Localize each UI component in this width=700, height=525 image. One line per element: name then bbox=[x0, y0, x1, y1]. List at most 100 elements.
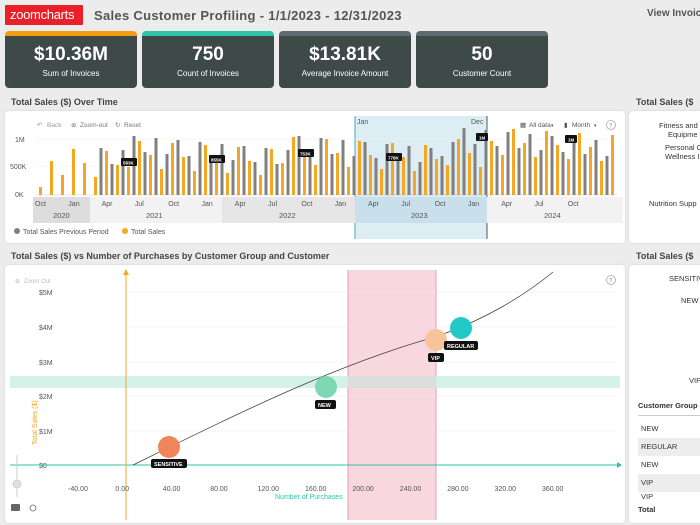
back-button[interactable]: Back bbox=[47, 122, 62, 129]
bar-total-sales[interactable] bbox=[380, 169, 383, 195]
help-icon[interactable] bbox=[606, 120, 616, 130]
bar-previous-period[interactable] bbox=[242, 146, 246, 195]
reset-button[interactable]: Reset bbox=[124, 122, 141, 129]
zoom-slider-handle[interactable] bbox=[12, 479, 22, 489]
bar-previous-period[interactable] bbox=[165, 154, 169, 195]
bar-previous-period[interactable] bbox=[264, 148, 268, 195]
table-row[interactable]: NEW bbox=[638, 420, 700, 438]
bar-previous-period[interactable] bbox=[352, 156, 356, 195]
bar-previous-period[interactable] bbox=[594, 140, 598, 195]
bar-total-sales[interactable] bbox=[523, 143, 526, 195]
lasso-icon[interactable] bbox=[29, 504, 37, 512]
bar-total-sales[interactable] bbox=[347, 167, 350, 195]
bar-total-sales[interactable] bbox=[39, 187, 42, 195]
bar-total-sales[interactable] bbox=[193, 171, 196, 195]
bar-previous-period[interactable] bbox=[418, 162, 422, 195]
bar-previous-period[interactable] bbox=[286, 150, 290, 195]
bar-total-sales[interactable] bbox=[600, 161, 603, 195]
bar-total-sales[interactable] bbox=[468, 153, 471, 195]
bar-previous-period[interactable] bbox=[176, 140, 180, 195]
bar-previous-period[interactable] bbox=[495, 146, 499, 195]
bar-previous-period[interactable] bbox=[297, 136, 301, 195]
bar-total-sales[interactable] bbox=[589, 147, 592, 195]
bar-previous-period[interactable] bbox=[363, 142, 367, 195]
bar-total-sales[interactable] bbox=[303, 151, 306, 195]
bar-total-sales[interactable] bbox=[292, 137, 295, 195]
bar-previous-period[interactable] bbox=[374, 158, 378, 195]
bar-total-sales[interactable] bbox=[50, 161, 53, 195]
bar-total-sales[interactable] bbox=[138, 141, 141, 195]
bar-previous-period[interactable] bbox=[583, 154, 587, 195]
bar-total-sales[interactable] bbox=[336, 153, 339, 195]
zoom-out-button[interactable]: Zoom Out bbox=[24, 279, 51, 285]
bar-previous-period[interactable] bbox=[99, 148, 103, 195]
table-row[interactable]: REGULAR bbox=[638, 438, 700, 456]
bar-total-sales[interactable] bbox=[105, 151, 108, 195]
bar-previous-period[interactable] bbox=[187, 156, 191, 195]
bar-total-sales[interactable] bbox=[369, 155, 372, 195]
table-row[interactable]: VIP bbox=[638, 492, 700, 500]
bar-previous-period[interactable] bbox=[506, 132, 510, 195]
bar-previous-period[interactable] bbox=[143, 152, 147, 195]
bar-total-sales[interactable] bbox=[534, 157, 537, 195]
table-row[interactable]: VIP bbox=[638, 474, 700, 492]
bar-total-sales[interactable] bbox=[413, 171, 416, 195]
bar-total-sales[interactable] bbox=[424, 145, 427, 195]
chevron-down-icon[interactable]: ▾ bbox=[551, 123, 554, 129]
bar-total-sales[interactable] bbox=[204, 145, 207, 195]
zoom-out-button[interactable]: Zoom-out bbox=[80, 122, 108, 129]
bar-total-sales[interactable] bbox=[149, 155, 152, 195]
bar-total-sales[interactable] bbox=[83, 163, 86, 195]
bar-total-sales[interactable] bbox=[545, 131, 548, 195]
bar-total-sales[interactable] bbox=[556, 145, 559, 195]
zoom-out-icon[interactable]: ⊕ bbox=[71, 122, 77, 129]
calendar-icon[interactable]: ▦ bbox=[520, 122, 526, 129]
bar-total-sales[interactable] bbox=[237, 147, 240, 195]
bar-total-sales[interactable] bbox=[325, 139, 328, 195]
bar-total-sales[interactable] bbox=[116, 165, 119, 195]
bar-total-sales[interactable] bbox=[215, 159, 218, 195]
bar-total-sales[interactable] bbox=[182, 157, 185, 195]
bar-previous-period[interactable] bbox=[220, 144, 224, 195]
back-icon[interactable]: ↶ bbox=[37, 122, 43, 129]
bar-total-sales[interactable] bbox=[578, 133, 581, 195]
point-regular[interactable] bbox=[450, 317, 472, 339]
camera-icon[interactable] bbox=[11, 504, 20, 511]
bar-total-sales[interactable] bbox=[314, 165, 317, 195]
table-header[interactable]: Customer Group bbox=[638, 401, 698, 410]
bar-previous-period[interactable] bbox=[572, 138, 576, 195]
bar-previous-period[interactable] bbox=[605, 156, 609, 195]
bar-previous-period[interactable] bbox=[319, 138, 323, 195]
bar-previous-period[interactable] bbox=[308, 152, 312, 195]
bar-total-sales[interactable] bbox=[72, 149, 75, 195]
bar-total-sales[interactable] bbox=[259, 175, 262, 195]
bar-previous-period[interactable] bbox=[110, 164, 114, 195]
bar-total-sales[interactable] bbox=[94, 177, 97, 195]
bar-previous-period[interactable] bbox=[528, 134, 532, 195]
bar-total-sales[interactable] bbox=[457, 139, 460, 195]
bar-previous-period[interactable] bbox=[154, 138, 158, 195]
bar-previous-period[interactable] bbox=[209, 158, 213, 195]
bar-previous-period[interactable] bbox=[550, 136, 554, 195]
bar-previous-period[interactable] bbox=[517, 148, 521, 195]
bar-previous-period[interactable] bbox=[462, 128, 466, 195]
bar-total-sales[interactable] bbox=[61, 175, 64, 195]
scatter-chart[interactable]: ⊕ Zoom Out ? $5M $4M $3M $2M $1M $0 -40.00 0.0… bbox=[5, 265, 625, 523]
zoom-out-icon[interactable]: ⊕ bbox=[15, 279, 20, 285]
bar-previous-period[interactable] bbox=[231, 160, 235, 195]
bar-total-sales[interactable] bbox=[171, 143, 174, 195]
bar-previous-period[interactable] bbox=[539, 150, 543, 195]
bar-previous-period[interactable] bbox=[451, 142, 455, 195]
point-sensitive[interactable] bbox=[158, 436, 180, 458]
bar-total-sales[interactable] bbox=[446, 165, 449, 195]
bar-total-sales[interactable] bbox=[435, 159, 438, 195]
bar-previous-period[interactable] bbox=[396, 160, 400, 195]
all-data-dropdown[interactable]: All data bbox=[529, 122, 551, 129]
bar-previous-period[interactable] bbox=[473, 144, 477, 195]
bar-total-sales[interactable] bbox=[490, 141, 493, 195]
bar-total-sales[interactable] bbox=[160, 169, 163, 195]
view-invoice-link[interactable]: View Invoice bbox=[647, 8, 700, 19]
bar-total-sales[interactable] bbox=[479, 167, 482, 195]
chevron-down-icon[interactable]: ▾ bbox=[594, 123, 597, 129]
bar-previous-period[interactable] bbox=[198, 142, 202, 195]
